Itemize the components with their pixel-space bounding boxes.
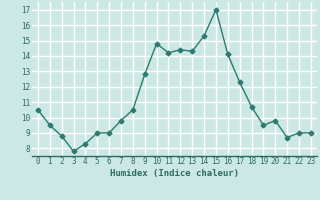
X-axis label: Humidex (Indice chaleur): Humidex (Indice chaleur) bbox=[110, 169, 239, 178]
